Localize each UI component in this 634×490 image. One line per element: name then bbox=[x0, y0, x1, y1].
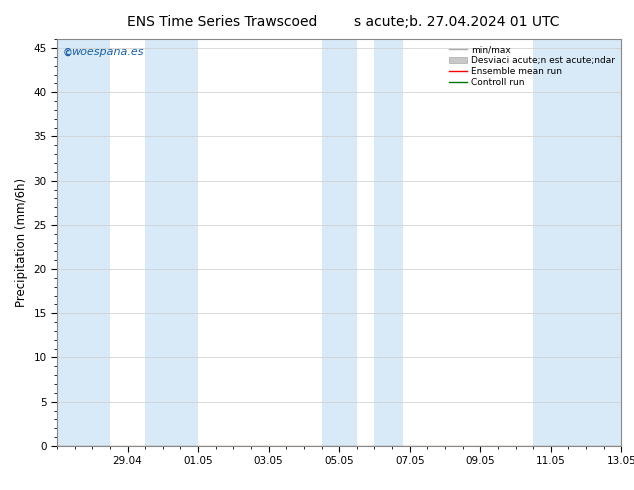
Bar bbox=[533, 39, 621, 446]
Legend: min/max, Desviaci acute;n est acute;ndar, Ensemble mean run, Controll run: min/max, Desviaci acute;n est acute;ndar… bbox=[448, 44, 617, 89]
Text: woespana.es: woespana.es bbox=[71, 48, 144, 57]
Bar bbox=[145, 39, 198, 446]
Y-axis label: Precipitation (mm/6h): Precipitation (mm/6h) bbox=[15, 178, 28, 307]
Text: s acute;b. 27.04.2024 01 UTC: s acute;b. 27.04.2024 01 UTC bbox=[354, 15, 559, 29]
Text: ENS Time Series Trawscoed: ENS Time Series Trawscoed bbox=[127, 15, 317, 29]
Bar bbox=[321, 39, 357, 446]
Text: ©: © bbox=[63, 48, 72, 57]
Bar bbox=[57, 39, 110, 446]
Bar bbox=[375, 39, 403, 446]
